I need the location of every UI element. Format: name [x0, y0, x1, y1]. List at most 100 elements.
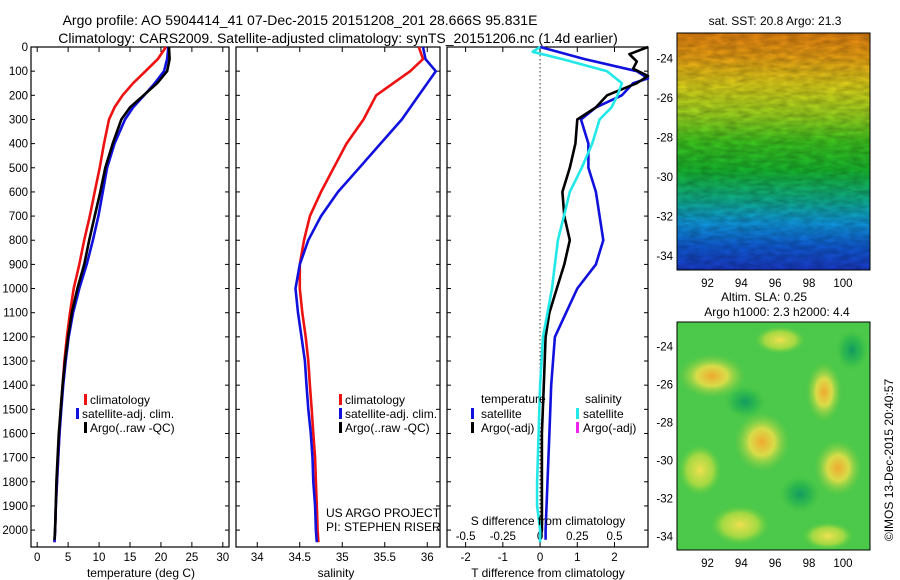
- map-lon-label: 96: [769, 558, 782, 570]
- map-lon-label: 98: [803, 558, 816, 570]
- series-line-temperature-argo-adj-: [538, 45, 650, 541]
- depth-tick-label: 1700: [2, 453, 28, 465]
- legend-swatch-temp-argo: [471, 422, 474, 433]
- s-diff-tick-label: -0.5: [456, 531, 476, 543]
- legend-swatch-sal-argo: [576, 422, 579, 433]
- sla-blob: [678, 354, 746, 398]
- depth-tick-label: 1400: [2, 380, 28, 392]
- x-tick-label: 35: [336, 552, 349, 564]
- x-tick-label: -2: [460, 552, 470, 564]
- credit-line-1: US ARGO PROJECT: [326, 506, 441, 520]
- sst-map-texture: [677, 33, 870, 270]
- depth-tick-label: 1900: [2, 501, 28, 513]
- depth-tick-label: 1300: [2, 356, 28, 368]
- depth-tick-label: 800: [9, 235, 28, 247]
- map-lon-label: 94: [735, 278, 748, 290]
- depth-tick-label: 2000: [2, 525, 28, 537]
- sla-blob: [780, 476, 820, 512]
- difference-panel-frame: [446, 46, 649, 548]
- map-lat-label: -26: [656, 93, 673, 105]
- s-diff-tick-label: 0.5: [607, 531, 623, 543]
- legend-label-satellite: satellite-adj. clim.: [82, 407, 174, 421]
- salinity-legend: climatology satellite-adj. clim. Argo(..…: [339, 393, 437, 435]
- depth-tick-label: 300: [9, 114, 28, 126]
- legend-label-argo: Argo(..raw -QC): [90, 421, 175, 435]
- series-line-satellite-adj-clim-: [294, 46, 438, 543]
- x-tick-label: 15: [124, 552, 137, 564]
- s-diff-tick-label: -0.25: [490, 531, 516, 543]
- legend-swatch-climatology: [84, 394, 87, 405]
- map-lat-label: -28: [656, 133, 673, 145]
- t-difference-axis-label: T difference from climatology: [471, 566, 625, 580]
- x-tick-label: 30: [216, 552, 229, 564]
- legend-swatch-satellite: [339, 408, 342, 419]
- depth-tick-label: 700: [9, 211, 28, 223]
- depth-tick-label: 500: [9, 163, 28, 175]
- legend-swatch-climatology: [339, 394, 342, 405]
- timestamp-side-text: ©IMOS 13-Dec-2015 20:40:57: [882, 379, 896, 542]
- legend-label-sal-argo: Argo(-adj): [583, 421, 636, 435]
- sla-blob: [734, 412, 790, 472]
- map-lat-label: -34: [656, 532, 673, 544]
- series-line-climatology: [53, 46, 167, 543]
- sla-map-subtitle: Argo h1000: 2.3 h2000: 4.4: [704, 305, 850, 319]
- map-lon-label: 96: [769, 278, 782, 290]
- salinity-panel-frame: [235, 46, 441, 548]
- depth-tick-label: 100: [9, 66, 28, 78]
- sla-blob: [814, 440, 862, 496]
- sla-blob: [678, 444, 722, 496]
- map-lon-label: 100: [833, 558, 852, 570]
- depth-tick-label: 1200: [2, 332, 28, 344]
- temperature-legend: climatology satellite-adj. clim. Argo(..…: [76, 393, 175, 435]
- map-lon-label: 94: [735, 558, 748, 570]
- sla-blob: [754, 326, 806, 354]
- x-tick-label: 36: [421, 552, 434, 564]
- legend-swatch-argo: [84, 422, 87, 433]
- depth-tick-label: 1600: [2, 428, 28, 440]
- map-lat-label: -26: [656, 380, 673, 392]
- series-line-climatology: [298, 46, 425, 543]
- map-lat-label: -30: [656, 456, 673, 468]
- legend-swatch-temp-satellite: [471, 408, 474, 419]
- x-tick-label: 0: [537, 552, 543, 564]
- x-tick-label: 1: [574, 552, 580, 564]
- sla-map-title: Altim. SLA: 0.25: [721, 290, 807, 304]
- legend-label-temp-satellite: satellite: [481, 407, 522, 421]
- depth-tick-label: 1000: [2, 284, 28, 296]
- map-lat-label: -30: [656, 172, 673, 184]
- depth-tick-label: 400: [9, 139, 28, 151]
- legend-label-argo: Argo(..raw -QC): [345, 421, 430, 435]
- x-tick-label: 34: [251, 552, 264, 564]
- depth-tick-label: 1500: [2, 404, 28, 416]
- sla-blob: [710, 505, 770, 545]
- legend-header-salinity: salinity: [585, 392, 622, 406]
- legend-label-satellite: satellite-adj. clim.: [345, 407, 437, 421]
- map-lat-label: -24: [656, 342, 673, 354]
- sst-map: [676, 32, 871, 271]
- x-tick-label: 25: [185, 552, 198, 564]
- series-line-argo-raw-qc-: [53, 46, 171, 540]
- sla-blob: [836, 330, 868, 370]
- legend-label-climatology: climatology: [90, 393, 150, 407]
- x-tick-label: 2: [611, 552, 617, 564]
- map-lon-label: 92: [701, 278, 714, 290]
- sla-map: [676, 321, 871, 551]
- map-lat-label: -32: [656, 494, 673, 506]
- sla-blob: [802, 522, 854, 550]
- legend-label-sal-satellite: satellite: [583, 407, 624, 421]
- depth-tick-label: 0: [22, 42, 28, 54]
- map-lat-label: -34: [656, 251, 673, 263]
- figure-subtitle: Climatology: CARS2009. Satellite-adjuste…: [58, 30, 618, 46]
- salinity-axis-label: salinity: [318, 566, 355, 580]
- depth-tick-label: 600: [9, 187, 28, 199]
- x-tick-label: 20: [155, 552, 168, 564]
- x-tick-label: 34.5: [289, 552, 311, 564]
- map-lon-label: 100: [833, 278, 852, 290]
- legend-header-temperature: temperature: [481, 392, 546, 406]
- s-difference-axis-label: S difference from climatology: [471, 514, 626, 528]
- map-lon-label: 98: [803, 278, 816, 290]
- difference-legend: temperature salinity satellite Argo(-adj…: [471, 392, 636, 435]
- depth-tick-label: 1800: [2, 477, 28, 489]
- sla-blob: [725, 386, 765, 418]
